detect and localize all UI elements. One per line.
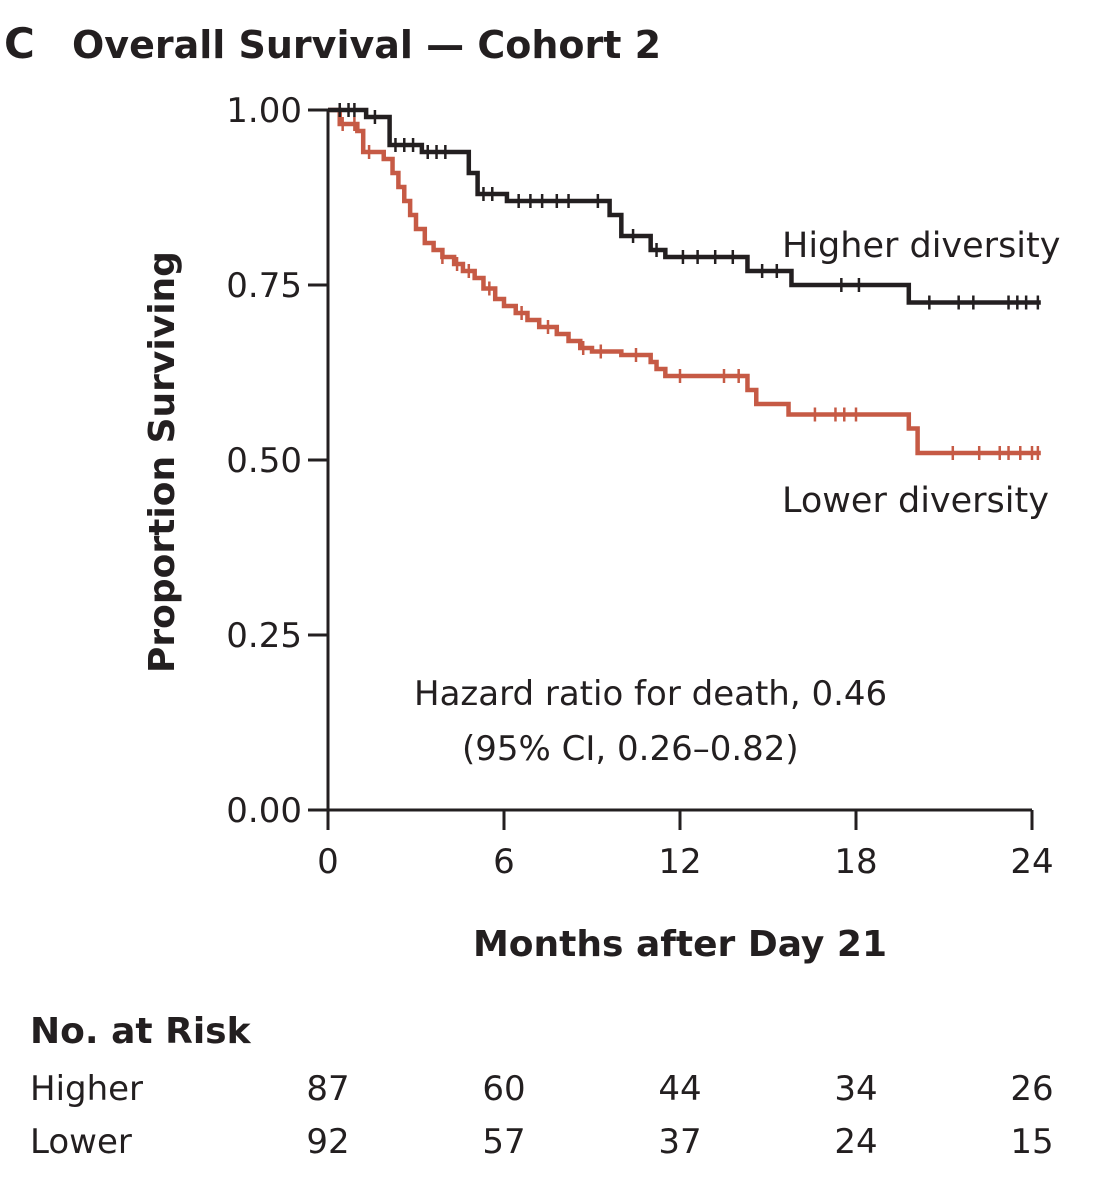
risk-row-value: 24 [834, 1122, 877, 1162]
risk-row-value: 15 [1010, 1122, 1053, 1162]
survival-curve-higher [328, 107, 1041, 305]
axes: 0.00 0.25 0.50 0.75 1.00 0 6 12 18 24 [226, 91, 1053, 882]
y-tick-label: 0.50 [226, 441, 302, 481]
risk-table-title: No. at Risk [30, 1011, 252, 1052]
y-axis-title: Proportion Surviving [142, 251, 183, 673]
survival-curves [328, 103, 1041, 460]
y-tick-label: 0.75 [226, 266, 302, 306]
series-label-lower: Lower diversity [782, 481, 1049, 521]
risk-row-label: Higher [30, 1069, 143, 1109]
risk-row-label: Lower [30, 1122, 132, 1162]
confidence-interval-annotation: (95% CI, 0.26–0.82) [462, 729, 799, 769]
risk-row-value: 44 [658, 1069, 701, 1109]
risk-row-value: 60 [482, 1069, 525, 1109]
series-label-higher: Higher diversity [782, 226, 1060, 266]
y-tick-label: 0.25 [226, 616, 302, 656]
x-ticks: 0 6 12 18 24 [317, 810, 1054, 882]
x-axis-title: Months after Day 21 [473, 924, 887, 965]
hazard-ratio-annotation: Hazard ratio for death, 0.46 [414, 674, 887, 714]
risk-row-value: 34 [834, 1069, 877, 1109]
panel-letter: C [4, 19, 35, 68]
x-tick-label: 24 [1010, 842, 1053, 882]
risk-row-value: 57 [482, 1122, 525, 1162]
x-tick-label: 12 [658, 842, 701, 882]
chart-title: Overall Survival — Cohort 2 [72, 23, 661, 67]
risk-row-value: 87 [306, 1069, 349, 1109]
risk-row-value: 26 [1010, 1069, 1053, 1109]
y-tick-label: 1.00 [226, 91, 302, 131]
x-tick-label: 18 [834, 842, 877, 882]
survival-curve-lower [328, 107, 1041, 456]
x-tick-label: 0 [317, 842, 339, 882]
x-tick-label: 6 [493, 842, 515, 882]
risk-table: Higher 87 60 44 34 26 Lower 92 57 37 24 15 [30, 1069, 1054, 1162]
risk-row-value: 92 [306, 1122, 349, 1162]
risk-row-value: 37 [658, 1122, 701, 1162]
y-ticks: 0.00 0.25 0.50 0.75 1.00 [226, 91, 328, 831]
y-tick-label: 0.00 [226, 791, 302, 831]
